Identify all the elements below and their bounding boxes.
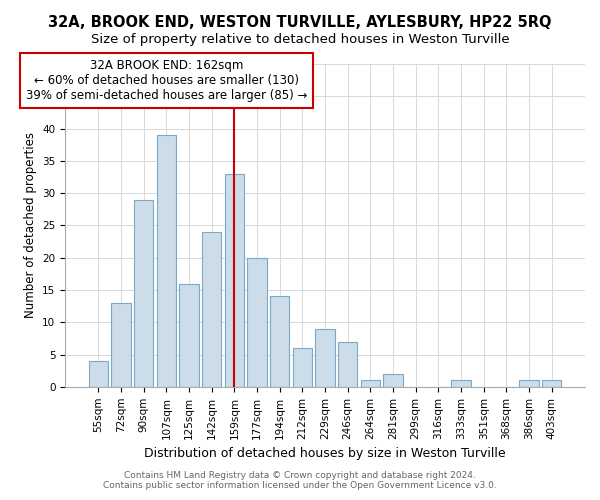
Bar [89, 361, 108, 387]
Bar [134, 200, 154, 387]
Bar [247, 258, 266, 387]
Bar [316, 328, 335, 387]
Bar [361, 380, 380, 387]
X-axis label: Distribution of detached houses by size in Weston Turville: Distribution of detached houses by size … [144, 447, 506, 460]
Text: 32A BROOK END: 162sqm
← 60% of detached houses are smaller (130)
39% of semi-det: 32A BROOK END: 162sqm ← 60% of detached … [26, 58, 307, 102]
Bar [520, 380, 539, 387]
Bar [338, 342, 358, 387]
Bar [270, 296, 289, 387]
Bar [451, 380, 470, 387]
Bar [157, 135, 176, 387]
Y-axis label: Number of detached properties: Number of detached properties [23, 132, 37, 318]
Bar [112, 303, 131, 387]
Bar [383, 374, 403, 387]
Text: Size of property relative to detached houses in Weston Turville: Size of property relative to detached ho… [91, 32, 509, 46]
Text: Contains HM Land Registry data © Crown copyright and database right 2024.
Contai: Contains HM Land Registry data © Crown c… [103, 470, 497, 490]
Text: 32A, BROOK END, WESTON TURVILLE, AYLESBURY, HP22 5RQ: 32A, BROOK END, WESTON TURVILLE, AYLESBU… [48, 15, 552, 30]
Bar [202, 232, 221, 387]
Bar [225, 174, 244, 387]
Bar [542, 380, 562, 387]
Bar [179, 284, 199, 387]
Bar [293, 348, 312, 387]
